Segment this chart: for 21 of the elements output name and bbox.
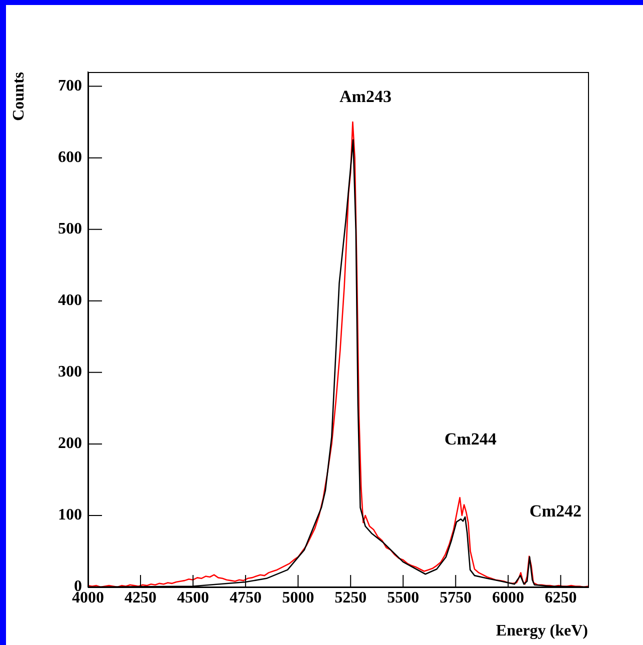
x-tick-label: 4750 [230,590,262,607]
x-tick-label: 4500 [177,590,210,607]
y-axis-title: Counts [10,72,28,121]
y-tick-label: 500 [58,220,82,238]
y-tick-label: 700 [58,77,82,94]
y-tick-label: 200 [58,435,82,452]
x-tick-label: 6000 [492,590,524,607]
x-axis-title: Energy (keV) [496,622,588,640]
y-tick-label: 100 [58,506,82,524]
x-tick-label: 5250 [334,590,367,607]
annotation: Cm242 [530,502,582,521]
x-tick-label: 5750 [440,590,472,607]
x-tick-label: 5000 [282,590,314,607]
y-tick-label: 300 [58,364,82,381]
y-tick-label: 600 [58,148,82,166]
x-tick-label: 4250 [124,590,157,607]
annotation: Am243 [340,87,392,106]
annotation: Cm244 [444,430,497,449]
y-tick-label: 400 [58,292,82,310]
x-tick-label: 6250 [544,590,577,607]
x-tick-label: 5500 [387,590,420,607]
